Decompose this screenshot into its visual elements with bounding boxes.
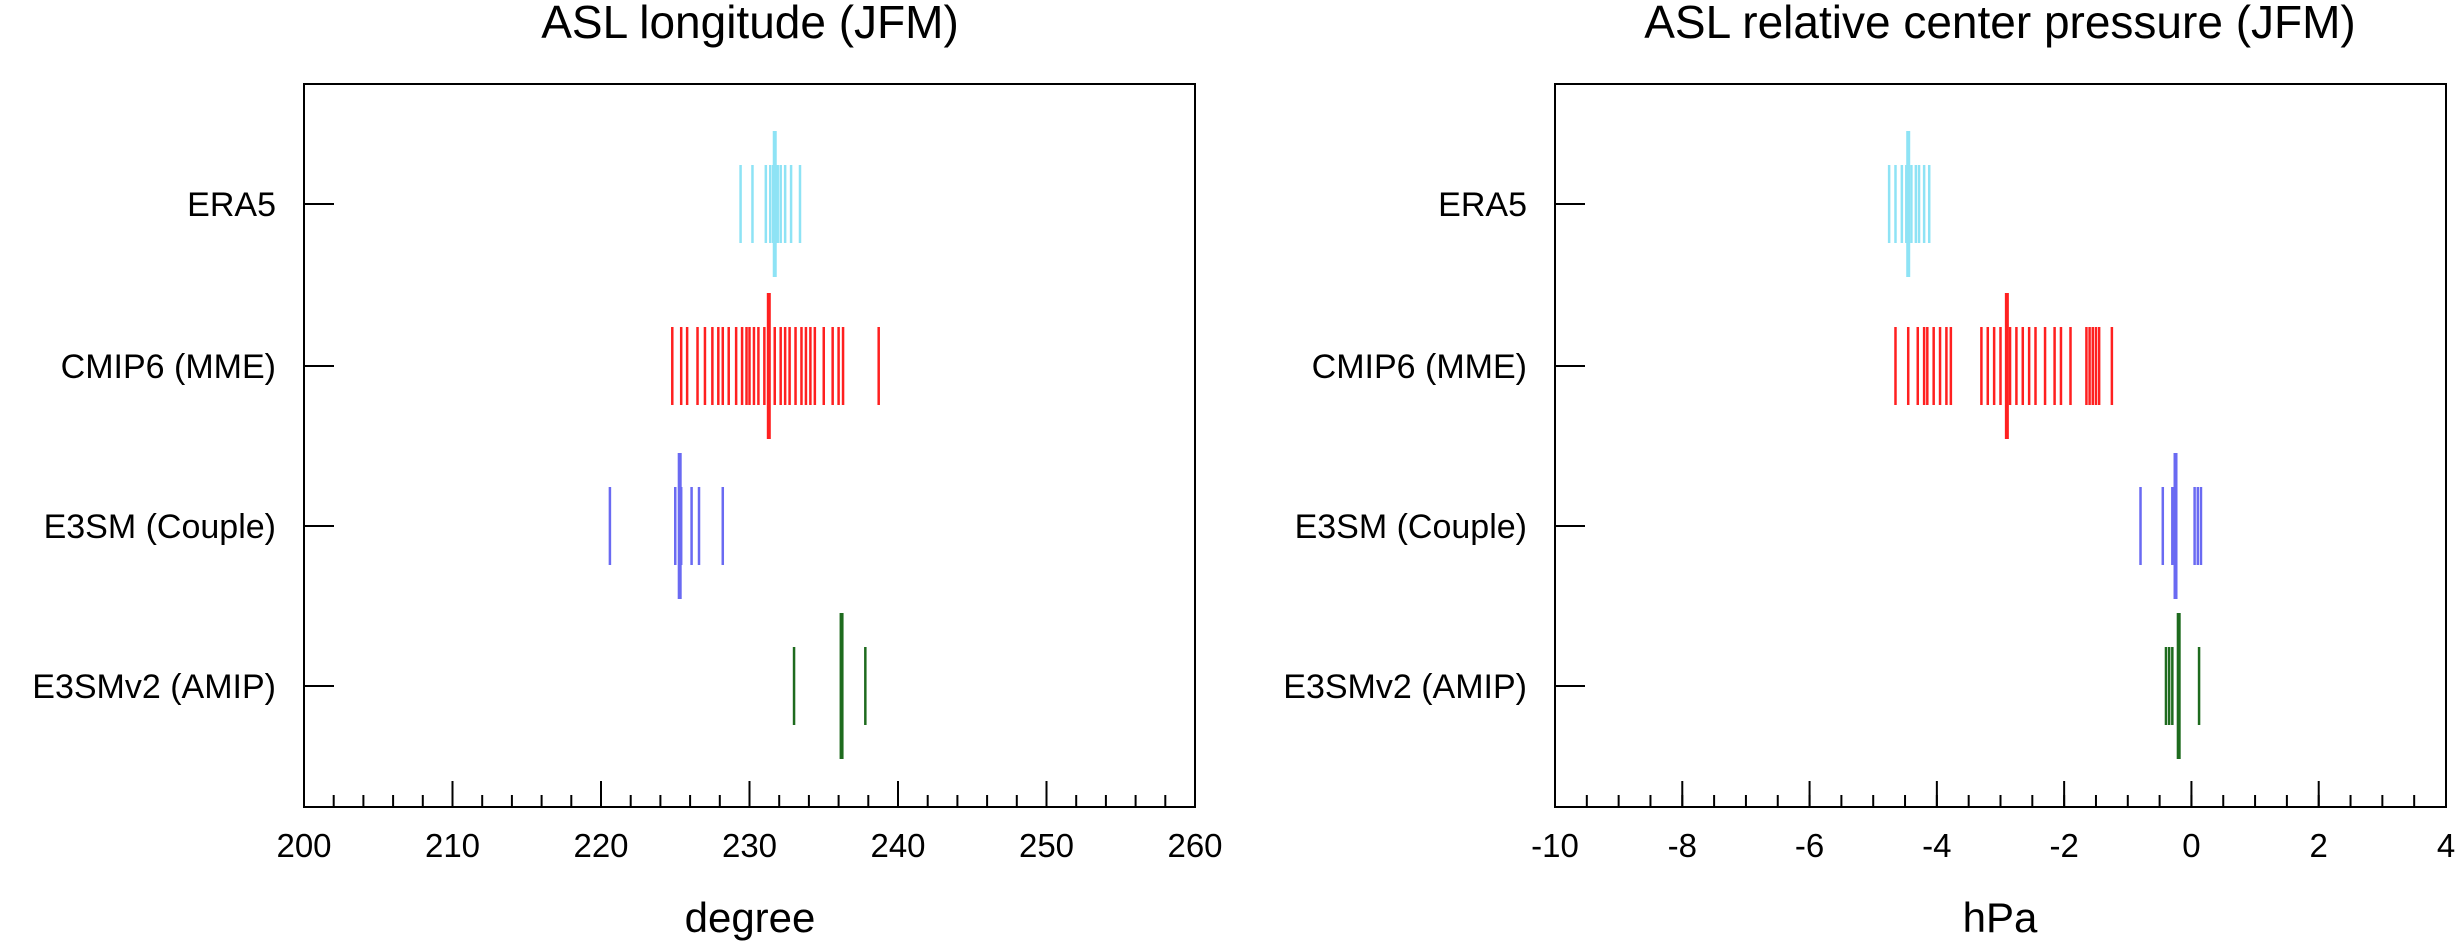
x-tick-label: 2 xyxy=(2310,827,2328,864)
category-label: CMIP6 (MME) xyxy=(1312,348,1527,386)
x-tick-label: 220 xyxy=(573,827,628,864)
category-label: CMIP6 (MME) xyxy=(61,348,276,386)
x-axis-label: hPa xyxy=(1963,894,2038,941)
x-tick-label: 200 xyxy=(276,827,331,864)
category-label: E3SMv2 (AMIP) xyxy=(32,668,276,706)
x-axis-label: degree xyxy=(685,894,816,941)
plot-frame xyxy=(303,83,1196,808)
x-tick-label: 260 xyxy=(1167,827,1222,864)
category-label: ERA5 xyxy=(187,186,276,224)
chart-title: ASL relative center pressure (JFM) xyxy=(1644,0,2356,48)
chart-title: ASL longitude (JFM) xyxy=(541,0,959,48)
panel-longitude: ASL longitude (JFM) degree 200 210 220 230 2… xyxy=(32,0,1222,941)
x-tick-label: 4 xyxy=(2437,827,2455,864)
x-tick-label: -2 xyxy=(2049,827,2078,864)
category-label: E3SM (Couple) xyxy=(1295,508,1527,546)
x-tick-label: -6 xyxy=(1795,827,1824,864)
x-tick-label: 0 xyxy=(2182,827,2200,864)
x-tick-label: -4 xyxy=(1922,827,1951,864)
category-label: E3SM (Couple) xyxy=(44,508,276,546)
category-label: E3SMv2 (AMIP) xyxy=(1283,668,1527,706)
x-tick-label: 240 xyxy=(870,827,925,864)
category-label: ERA5 xyxy=(1438,186,1527,224)
x-tick-label: 230 xyxy=(722,827,777,864)
x-tick-label: 250 xyxy=(1019,827,1074,864)
panel-pressure: ASL relative center pressure (JFM) hPa -… xyxy=(1283,0,2455,941)
plot-frame xyxy=(1554,83,2447,808)
x-tick-label: -10 xyxy=(1531,827,1579,864)
x-tick-label: -8 xyxy=(1668,827,1697,864)
x-tick-label: 210 xyxy=(425,827,480,864)
